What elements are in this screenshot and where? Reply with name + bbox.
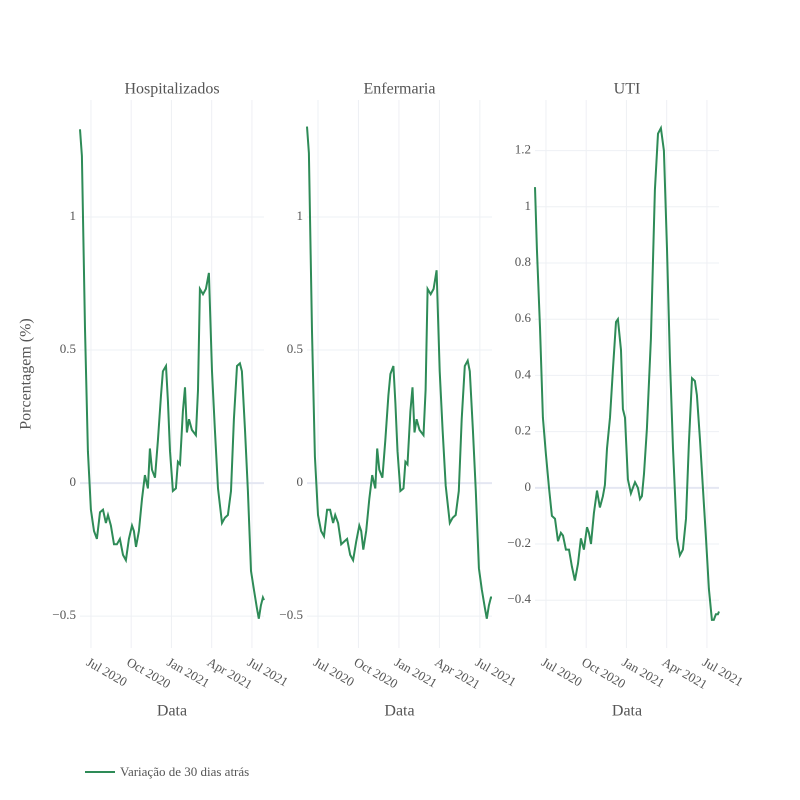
x-tick-label: Oct 2020 xyxy=(351,654,400,691)
x-tick-label: Apr 2021 xyxy=(432,654,482,692)
y-tick-label: 0 xyxy=(297,474,304,489)
y-tick-label: 0.8 xyxy=(515,254,531,269)
x-tick-label: Oct 2020 xyxy=(124,654,173,691)
y-axis-title: Porcentagem (%) xyxy=(18,318,35,430)
y-tick-label: 0.5 xyxy=(287,341,303,356)
y-tick-label: 0 xyxy=(70,474,77,489)
data-line xyxy=(79,129,265,619)
x-axis-title: Data xyxy=(384,703,414,720)
x-tick-label: Jul 2020 xyxy=(311,654,357,689)
x-tick-label: Jul 2020 xyxy=(84,654,130,689)
x-axis-title: Data xyxy=(157,703,187,720)
y-tick-label: −0.2 xyxy=(507,535,531,550)
y-tick-label: 1 xyxy=(525,198,532,213)
y-tick-label: 0 xyxy=(525,479,532,494)
y-tick-label: 0.2 xyxy=(515,423,531,438)
x-tick-label: Apr 2021 xyxy=(205,654,255,692)
x-axis-title: Data xyxy=(612,703,642,720)
x-tick-label: Oct 2020 xyxy=(579,654,628,691)
subplot-title: UTI xyxy=(614,81,641,98)
subplot-title: Enfermaria xyxy=(364,81,436,98)
data-line xyxy=(534,124,720,621)
y-tick-label: 0.6 xyxy=(515,310,532,325)
data-line xyxy=(306,126,492,619)
y-tick-label: 1.2 xyxy=(515,142,531,157)
subplot-title: Hospitalizados xyxy=(124,81,219,98)
x-tick-label: Apr 2021 xyxy=(660,654,710,692)
y-tick-label: 0.4 xyxy=(515,366,532,381)
legend-label[interactable]: Variação de 30 dias atrás xyxy=(120,764,249,779)
y-tick-label: 1 xyxy=(297,208,304,223)
x-tick-label: Jan 2021 xyxy=(164,654,212,690)
y-tick-label: −0.4 xyxy=(507,591,531,606)
y-tick-label: −0.5 xyxy=(52,607,76,622)
x-tick-label: Jul 2020 xyxy=(539,654,585,689)
y-tick-label: 0.5 xyxy=(60,341,76,356)
x-tick-label: Jan 2021 xyxy=(392,654,440,690)
x-tick-label: Jan 2021 xyxy=(619,654,667,690)
x-tick-label: Jul 2021 xyxy=(473,654,519,689)
y-tick-label: 1 xyxy=(70,208,77,223)
y-tick-label: −0.5 xyxy=(279,607,303,622)
